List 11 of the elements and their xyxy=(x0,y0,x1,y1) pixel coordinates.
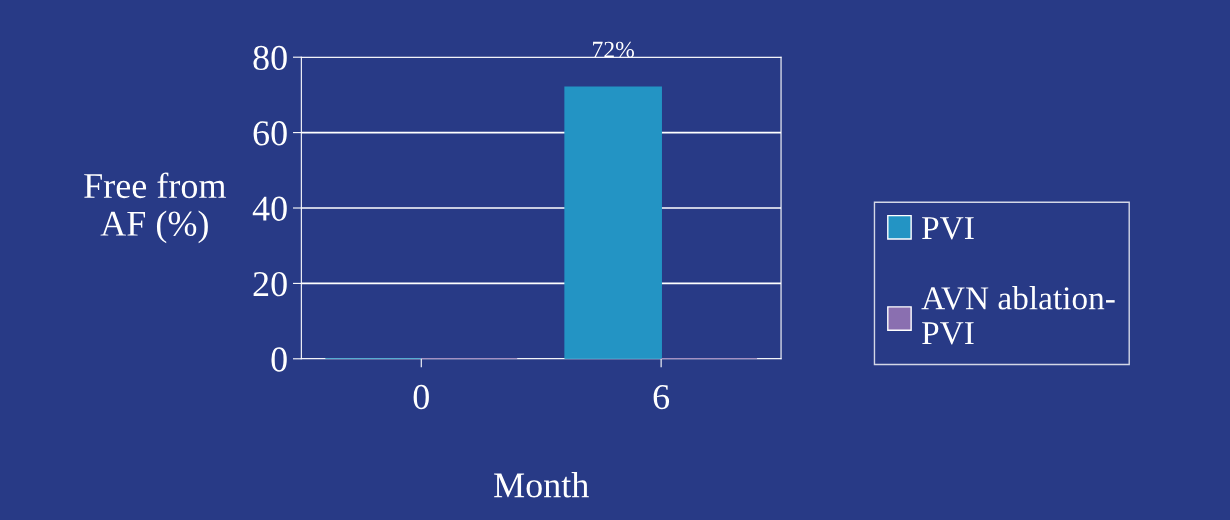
y-tick-label: 80 xyxy=(253,45,287,71)
y-tick-label: 40 xyxy=(252,196,287,221)
data-label: 72% xyxy=(593,41,634,58)
x-tick-label: 6 xyxy=(653,384,670,410)
legend-label: AVN ablation- PVI xyxy=(921,286,1115,345)
legend-label: PVI xyxy=(922,217,974,240)
y-tick-label: 20 xyxy=(253,271,287,297)
y-tick-label: 0 xyxy=(271,347,287,372)
y-axis-title: Free from AF (%) xyxy=(84,172,226,244)
x-axis-title: Month xyxy=(494,472,589,498)
y-tick-label: 60 xyxy=(253,121,287,146)
